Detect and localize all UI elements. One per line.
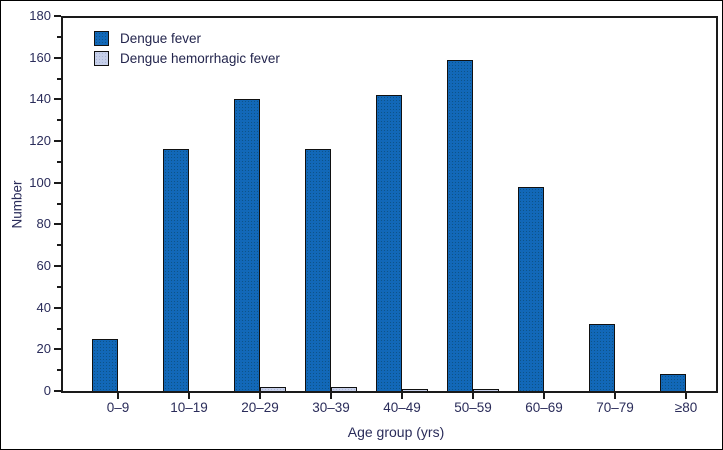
bar-dengue-fever-50–59	[447, 59, 473, 391]
x-tick-label: 30–39	[312, 400, 350, 415]
x-tick	[543, 393, 545, 399]
x-tick	[330, 393, 332, 399]
x-tick-label: 50–59	[454, 400, 492, 415]
y-minor-tick	[57, 35, 61, 38]
legend: Dengue fever Dengue hemorrhagic fever	[94, 31, 280, 66]
y-tick-label: 0	[43, 383, 51, 398]
x-tick-label: ≥80	[674, 400, 698, 415]
x-tick-label: 60–69	[525, 400, 563, 415]
y-major-tick	[54, 223, 61, 226]
y-major-tick	[54, 181, 61, 184]
y-tick-label: 180	[29, 8, 51, 23]
dengue-fever-swatch	[94, 31, 109, 46]
dengue-hemorrhagic-fever-swatch	[94, 51, 109, 66]
bar-dengue-fever-60–69	[518, 186, 544, 391]
bar-dengue-hemorrhagic-fever-20–29	[260, 386, 286, 391]
y-major-tick	[54, 15, 61, 17]
y-major-tick	[54, 265, 61, 267]
x-tick	[472, 393, 474, 399]
legend-item-dengue-fever: Dengue fever	[94, 31, 280, 46]
y-minor-tick	[57, 202, 61, 205]
y-minor-tick	[57, 77, 61, 80]
x-axis-title: Age group (yrs)	[347, 424, 445, 440]
bar-dengue-fever-30–39	[305, 149, 331, 391]
y-major-tick	[54, 140, 61, 142]
y-tick-label: 120	[29, 133, 51, 148]
y-major-tick	[54, 306, 61, 309]
y-minor-tick	[57, 244, 61, 247]
x-tick	[685, 393, 687, 399]
x-tick	[117, 393, 119, 399]
legend-label: Dengue hemorrhagic fever	[120, 51, 280, 66]
legend-item-dengue-hemorrhagic-fever: Dengue hemorrhagic fever	[94, 51, 280, 66]
y-minor-tick	[57, 119, 61, 122]
y-major-tick	[54, 98, 61, 101]
bar-dengue-fever-70–79	[589, 324, 615, 391]
y-tick-label: 100	[29, 174, 51, 190]
bar-dengue-fever-0–9	[92, 338, 118, 391]
x-tick	[614, 393, 616, 399]
x-tick-label: 20–29	[241, 400, 279, 415]
y-minor-tick	[57, 160, 61, 163]
bar-dengue-fever-10–19	[163, 149, 189, 391]
y-tick-label: 20	[36, 341, 51, 357]
y-minor-tick	[57, 285, 61, 288]
x-tick-label: 70–79	[596, 400, 634, 415]
y-major-tick	[54, 390, 61, 392]
bar-dengue-hemorrhagic-fever-50–59	[473, 388, 499, 391]
y-minor-tick	[57, 369, 61, 372]
bar-dengue-fever-40–49	[376, 95, 402, 391]
y-minor-tick	[57, 327, 61, 330]
y-tick-label: 140	[29, 91, 51, 107]
y-tick-label: 60	[36, 258, 51, 273]
y-major-tick	[54, 348, 61, 351]
x-tick-label: 10–19	[170, 400, 208, 415]
x-tick	[259, 393, 261, 399]
x-tick	[401, 393, 403, 399]
x-tick	[188, 393, 190, 399]
y-tick-label: 160	[29, 49, 51, 65]
y-tick-label: 80	[36, 216, 51, 232]
legend-label: Dengue fever	[120, 31, 202, 46]
bar-dengue-fever-20–29	[234, 99, 260, 391]
bar-dengue-hemorrhagic-fever-30–39	[331, 386, 357, 391]
x-tick-label: 40–49	[383, 400, 421, 415]
y-major-tick	[54, 56, 61, 59]
y-tick-label: 40	[36, 299, 51, 315]
x-tick-label: 0–9	[106, 400, 130, 415]
bar-dengue-fever-≥80	[660, 374, 686, 391]
bar-dengue-hemorrhagic-fever-40–49	[402, 388, 428, 391]
